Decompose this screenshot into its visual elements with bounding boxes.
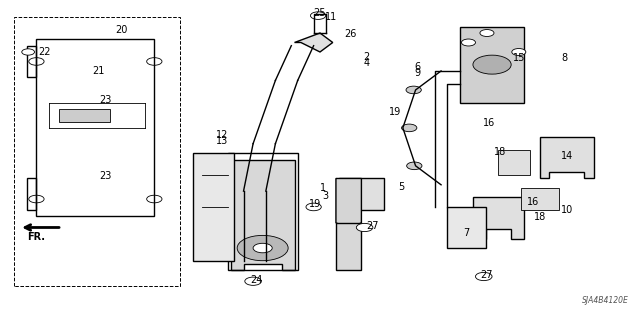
Text: 10: 10 — [561, 205, 573, 215]
Text: 18: 18 — [534, 212, 547, 222]
Polygon shape — [336, 178, 362, 229]
Circle shape — [461, 39, 476, 46]
Text: 3: 3 — [322, 191, 328, 201]
Text: 11: 11 — [325, 12, 337, 22]
Text: SJA4B4120E: SJA4B4120E — [582, 296, 629, 305]
Polygon shape — [336, 223, 362, 270]
Polygon shape — [460, 27, 524, 103]
Circle shape — [401, 124, 417, 132]
Circle shape — [476, 272, 492, 281]
Polygon shape — [521, 188, 559, 210]
Text: 13: 13 — [216, 136, 228, 146]
Text: 20: 20 — [115, 26, 127, 35]
Text: 24: 24 — [250, 275, 262, 285]
Text: 26: 26 — [344, 29, 356, 39]
Circle shape — [245, 277, 261, 286]
Text: 21: 21 — [92, 66, 104, 76]
Text: 9: 9 — [415, 69, 420, 78]
Text: 23: 23 — [99, 95, 111, 105]
Polygon shape — [294, 33, 333, 52]
Text: 19: 19 — [309, 199, 322, 209]
Text: 8: 8 — [562, 53, 568, 63]
Circle shape — [22, 49, 35, 55]
Circle shape — [310, 12, 326, 19]
Text: 16: 16 — [527, 197, 539, 207]
Text: 1: 1 — [320, 183, 326, 193]
Circle shape — [512, 48, 526, 56]
Text: 15: 15 — [513, 53, 525, 63]
Circle shape — [356, 223, 373, 232]
Circle shape — [237, 235, 288, 261]
Text: FR.: FR. — [28, 232, 45, 242]
Circle shape — [253, 243, 272, 253]
Polygon shape — [339, 178, 384, 210]
Circle shape — [306, 203, 321, 211]
Polygon shape — [193, 153, 234, 261]
Polygon shape — [59, 109, 109, 122]
Circle shape — [473, 55, 511, 74]
Text: 6: 6 — [415, 62, 420, 72]
Text: 5: 5 — [398, 182, 404, 192]
Circle shape — [480, 30, 494, 36]
Text: 22: 22 — [38, 47, 51, 57]
Text: 23: 23 — [99, 171, 111, 181]
Text: 27: 27 — [367, 221, 379, 231]
Text: 19: 19 — [389, 107, 401, 117]
Circle shape — [406, 86, 421, 94]
Text: 25: 25 — [314, 8, 326, 19]
Polygon shape — [447, 207, 486, 248]
Polygon shape — [499, 150, 531, 175]
Circle shape — [406, 162, 422, 170]
Text: 18: 18 — [493, 147, 506, 157]
Text: 16: 16 — [483, 118, 495, 128]
Polygon shape — [231, 160, 294, 270]
Polygon shape — [540, 137, 594, 178]
Text: 27: 27 — [481, 270, 493, 280]
Polygon shape — [473, 197, 524, 239]
Text: 2: 2 — [364, 52, 370, 62]
Text: 4: 4 — [364, 58, 369, 68]
Text: 14: 14 — [561, 151, 573, 161]
Text: 12: 12 — [216, 130, 228, 140]
Text: 7: 7 — [463, 228, 470, 238]
